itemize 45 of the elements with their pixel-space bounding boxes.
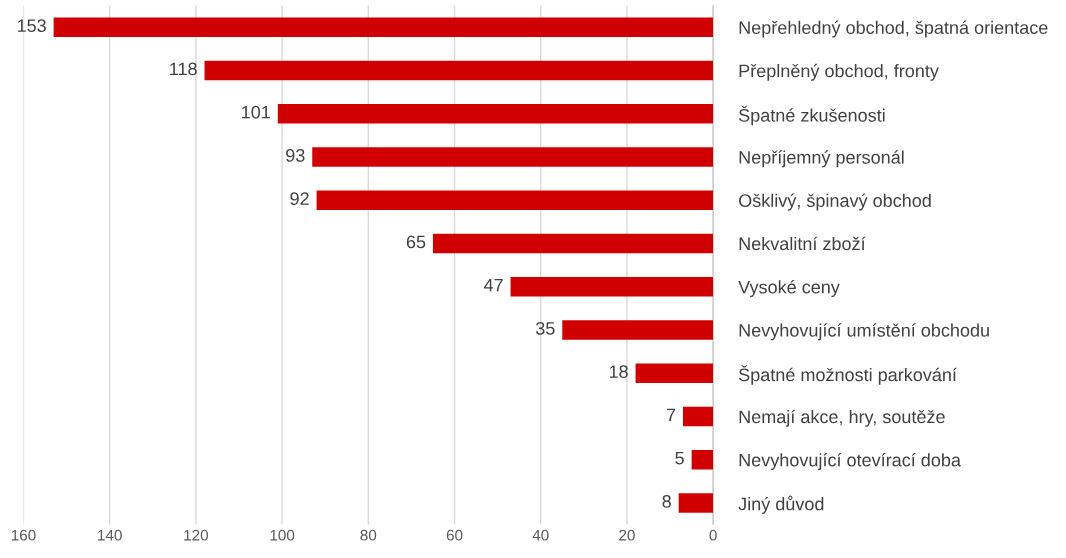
x-tick-label: 120 [184,529,209,541]
data-label: 5 [675,451,684,465]
bar [635,363,714,383]
data-label: 7 [666,408,676,422]
data-label: 92 [290,192,309,206]
y-tick-label: Špatné možnosti parkování [738,365,957,385]
bar [510,276,714,297]
y-tick-label: Vysoké ceny [738,280,840,298]
x-tick-label: 80 [360,529,377,541]
x-tick-label: 20 [619,529,635,541]
y-tick-label: Nevyhovující otevírací doba [739,453,961,471]
data-label: 101 [242,105,270,119]
data-label: 153 [17,19,46,33]
bar [432,233,714,254]
data-label: 35 [535,321,555,335]
y-tick-label: Nevyhovující umístění obchodu [739,323,989,341]
y-tick-label: Špatné zkušenosti [738,105,885,126]
x-tick-label: 0 [709,529,717,541]
y-tick-label: Nemají akce, hry, soutěže [739,409,945,427]
bar [562,320,714,340]
y-tick-label: Přeplněný obchod, fronty [739,63,939,81]
data-label: 18 [609,365,628,379]
data-label: 118 [170,62,197,76]
y-tick-label: Ošklivý, špinavý obchod [739,193,931,211]
bar [316,190,714,210]
data-label: 65 [406,235,426,249]
y-tick-label: Jiný důvod [738,495,824,514]
x-tick-label: 100 [270,529,295,541]
y-tick-label: Nekvalitní zboží [739,236,866,251]
bar [682,406,714,427]
bar [277,103,714,124]
data-label: 47 [483,278,503,292]
x-tick-label: 140 [98,529,122,541]
data-label: 93 [286,149,305,162]
data-label: 8 [662,494,671,508]
bar [312,147,714,167]
y-tick-label: Nepříjemný personál [739,150,904,168]
y-tick-label: Nepřehledný obchod, špatná orientace [739,20,1048,38]
x-tick-label: 160 [11,529,36,541]
bar [678,493,714,513]
x-tick-label: 60 [446,529,463,541]
x-tick-label: 40 [532,529,549,541]
bar [53,17,714,37]
bar [691,449,714,470]
bar [204,60,714,81]
